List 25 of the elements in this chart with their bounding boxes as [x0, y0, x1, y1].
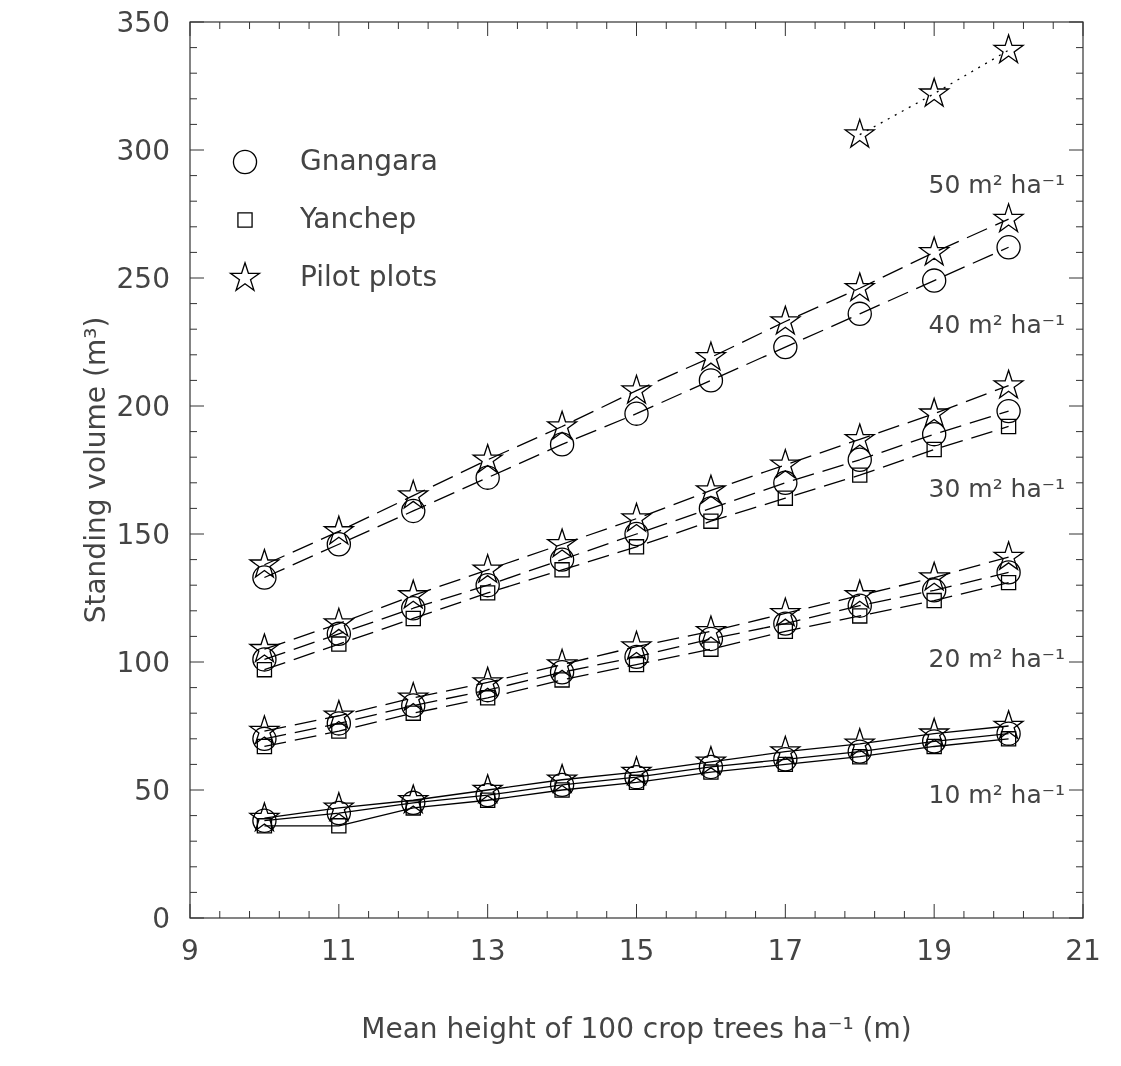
annotation: 20 m² ha⁻¹	[928, 644, 1065, 673]
x-tick-label: 15	[618, 934, 655, 967]
y-tick-label: 300	[116, 134, 170, 167]
x-tick-label: 9	[181, 934, 199, 967]
y-tick-label: 0	[152, 902, 170, 935]
legend-label: Yanchep	[299, 202, 417, 235]
x-axis-title: Mean height of 100 crop trees ha⁻¹ (m)	[361, 1012, 912, 1045]
y-tick-label: 350	[116, 6, 170, 39]
x-tick-label: 19	[916, 934, 952, 967]
x-tick-label: 17	[767, 934, 804, 967]
y-tick-label: 200	[116, 390, 170, 423]
y-tick-label: 250	[116, 262, 170, 295]
y-tick-label: 150	[116, 518, 170, 551]
x-tick-label: 13	[469, 934, 506, 967]
y-tick-label: 50	[134, 774, 170, 807]
annotation: 10 m² ha⁻¹	[928, 780, 1065, 809]
annotation: 30 m² ha⁻¹	[928, 474, 1065, 503]
x-tick-label: 21	[1065, 934, 1101, 967]
legend-label: Gnangara	[300, 144, 438, 177]
annotation: 40 m² ha⁻¹	[928, 310, 1065, 339]
legend-label: Pilot plots	[300, 260, 438, 293]
x-tick-label: 11	[321, 934, 357, 967]
annotation: 50 m² ha⁻¹	[928, 170, 1065, 199]
y-tick-label: 100	[116, 646, 170, 679]
y-axis-title: Standing volume (m³)	[79, 316, 112, 624]
